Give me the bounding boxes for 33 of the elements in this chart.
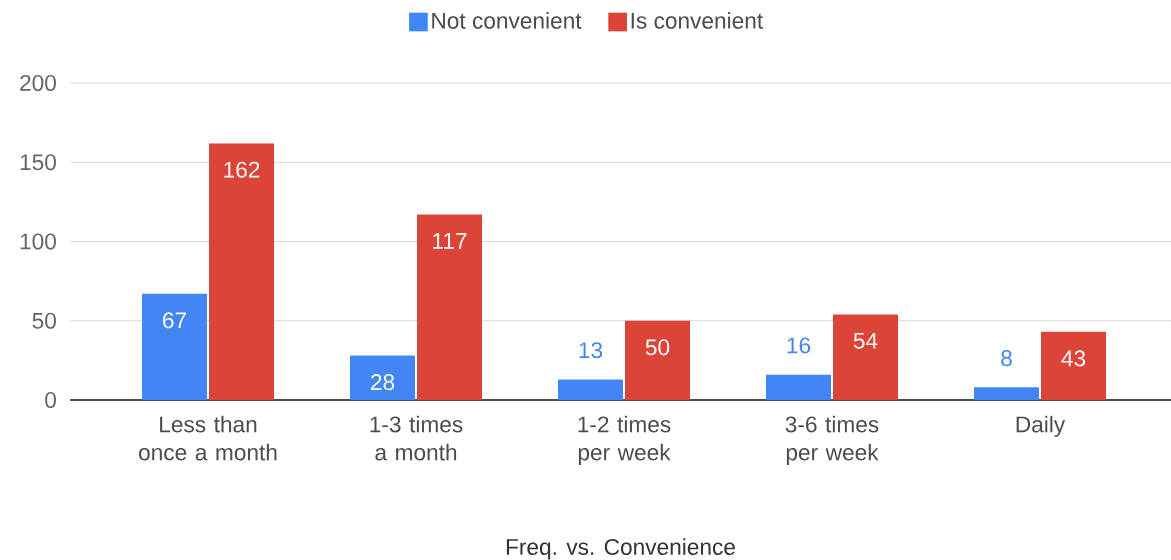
bar	[558, 379, 624, 400]
bar	[974, 387, 1039, 400]
y-tick-label: 200	[20, 74, 56, 92]
bar	[209, 143, 274, 400]
y-tick-label: 0	[45, 391, 56, 409]
x-tick-label: 1-2 times per week	[578, 415, 671, 465]
data-label: 54	[853, 332, 878, 349]
bar	[766, 374, 832, 400]
bar	[1040, 331, 1106, 400]
data-label: 162	[224, 161, 260, 178]
bar	[625, 320, 690, 400]
x-tick-label: 1-3 times a month	[370, 415, 463, 461]
data-label: 8	[1001, 350, 1012, 367]
y-tick-label: 150	[20, 154, 56, 171]
x-tick-label: 3-6 times per week	[785, 415, 879, 465]
legend-label: Is convenient	[631, 12, 763, 29]
legend-label: Not convenient	[432, 12, 582, 29]
data-label: 43	[1061, 350, 1086, 367]
bar	[142, 293, 208, 400]
data-label: 67	[163, 312, 186, 329]
y-tick-label: 100	[20, 233, 56, 250]
x-tick-label: Less than once a month	[139, 415, 277, 461]
x-tick-label: Daily	[1016, 415, 1066, 437]
bar	[833, 314, 898, 400]
x-axis-title: Freq. vs. Convenience	[506, 538, 735, 560]
data-label: 16	[787, 337, 811, 354]
data-label: 50	[645, 339, 670, 356]
data-label: 28	[371, 374, 395, 391]
data-label: 13	[579, 342, 603, 359]
bar	[417, 214, 482, 400]
data-label: 117	[433, 233, 467, 249]
y-tick-label: 50	[32, 312, 56, 329]
bar	[350, 355, 416, 400]
